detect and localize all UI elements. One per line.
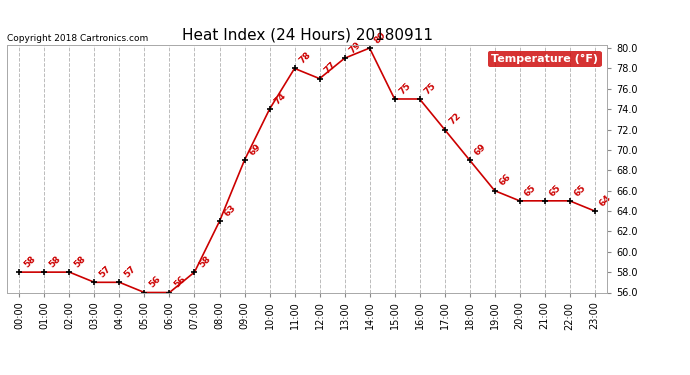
Text: 56: 56 xyxy=(172,274,188,290)
Text: 58: 58 xyxy=(47,254,62,269)
Text: Copyright 2018 Cartronics.com: Copyright 2018 Cartronics.com xyxy=(7,33,148,42)
Text: 66: 66 xyxy=(497,172,513,188)
Text: 69: 69 xyxy=(473,142,488,158)
Text: 75: 75 xyxy=(422,81,437,96)
Text: 65: 65 xyxy=(547,183,562,198)
Text: 65: 65 xyxy=(522,183,538,198)
Text: 77: 77 xyxy=(322,60,337,76)
Text: 58: 58 xyxy=(197,254,213,269)
Title: Heat Index (24 Hours) 20180911: Heat Index (24 Hours) 20180911 xyxy=(181,27,433,42)
Text: 78: 78 xyxy=(297,50,313,66)
Text: 69: 69 xyxy=(247,142,263,158)
Text: 74: 74 xyxy=(273,91,288,106)
Legend: Temperature (°F): Temperature (°F) xyxy=(488,51,602,67)
Text: 57: 57 xyxy=(122,264,137,279)
Text: 79: 79 xyxy=(347,40,363,56)
Text: 58: 58 xyxy=(72,254,88,269)
Text: 65: 65 xyxy=(573,183,588,198)
Text: 80: 80 xyxy=(373,30,388,45)
Text: 64: 64 xyxy=(598,193,613,208)
Text: 75: 75 xyxy=(397,81,413,96)
Text: 58: 58 xyxy=(22,254,37,269)
Text: 56: 56 xyxy=(147,274,162,290)
Text: 57: 57 xyxy=(97,264,112,279)
Text: 63: 63 xyxy=(222,203,237,218)
Text: 72: 72 xyxy=(447,111,463,127)
